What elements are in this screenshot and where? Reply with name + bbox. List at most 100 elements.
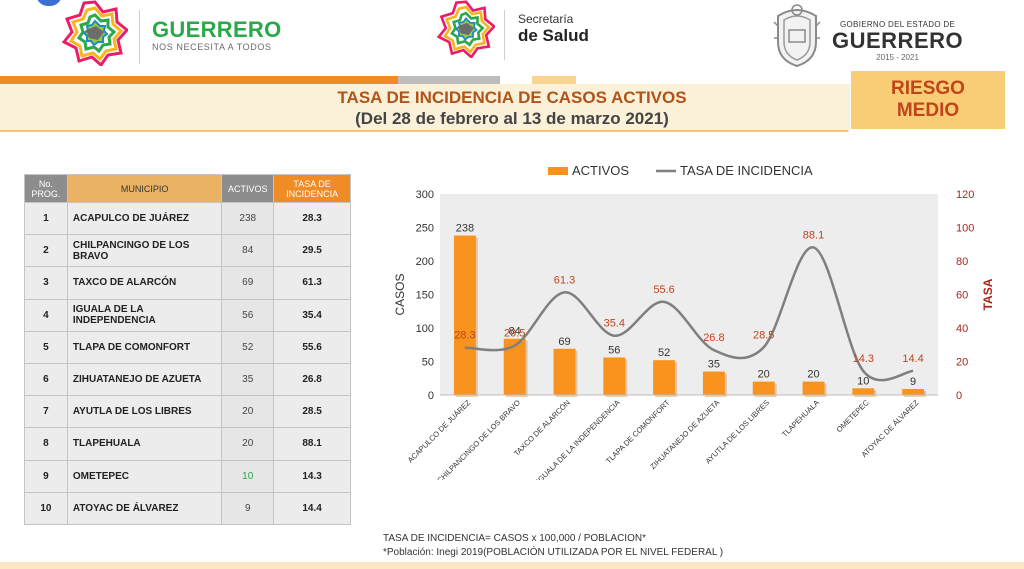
bar [603,357,626,395]
y-tick-label: 50 [422,357,434,369]
cell-activos: 35 [221,362,275,397]
cell-municipio: ATOYAC DE ÁLVAREZ [66,491,223,525]
table-row: 4 IGUALA DE LA INDEPENDENCIA 56 35.4 [24,298,351,332]
cell-tasa: 29.5 [273,234,351,268]
line-value-label: 55.6 [653,284,674,296]
legend-label-tasa: TASA DE INCIDENCIA [680,163,813,178]
cell-no: 9 [24,459,68,493]
bar-value-label: 52 [658,347,670,359]
y-tick-label: 300 [416,189,434,201]
line-value-label: 14.3 [853,353,874,365]
header-activos: ACTIVOS [221,174,275,203]
y2-tick-label: 40 [956,323,968,335]
cell-no: 8 [24,427,68,461]
bar-value-label: 20 [807,369,819,381]
cell-no: 6 [24,362,68,397]
cell-no: 10 [24,491,68,525]
risk-line2: MEDIO [896,100,960,121]
cell-activos: 69 [221,266,275,300]
stripe-light [532,76,576,84]
table-row: 8 TLAPEHUALA 20 88.1 [24,427,351,461]
table-header-row: No. PROG. MUNICIPIO ACTIVOS TASA DE INCI… [24,174,351,203]
cell-no: 2 [24,234,68,268]
cell-no: 5 [24,330,68,364]
line-value-label: 61.3 [554,274,575,286]
gobierno-line2: GUERRERO [832,28,964,53]
page-title: TASA DE INCIDENCIA DE CASOS ACTIVOS [337,88,687,107]
x-tick-label: IGUALA DE LA INDEPENDENCIA [535,398,622,480]
bar [653,360,676,395]
bar [453,235,476,395]
legend-swatch-activos [548,167,568,175]
footnote-source: *Población: Inegi 2019(POBLACIÓN UTILIZA… [383,547,724,558]
brand-title: GUERRERO [152,17,282,42]
cell-tasa: 28.5 [273,395,351,429]
table-row: 9 OMETEPEC 10 14.3 [24,459,351,493]
header: GUERRERO NOS NECESITA A TODOS Secretaría… [0,0,1024,72]
cell-municipio: TAXCO DE ALARCÓN [66,266,223,300]
line-value-label: 14.4 [902,353,923,365]
y-tick-label: 100 [416,323,434,335]
municipality-table: No. PROG. MUNICIPIO ACTIVOS TASA DE INCI… [24,174,351,525]
cell-tasa: 35.4 [273,298,351,332]
cell-municipio: CHILPANCINGO DE LOS BRAVO [66,234,223,268]
header-tasa: TASA DE INCIDENCIA [273,174,351,203]
header-no-line1: No. [38,178,53,189]
stripe-gray [398,76,500,84]
risk-badge: RIESGO MEDIO [851,71,1005,129]
header-no-prog: No. PROG. [24,174,68,203]
gobierno-block: GOBIERNO DEL ESTADO DE GUERRERO 2015 - 2… [832,20,963,62]
cell-tasa: 26.8 [273,362,351,397]
cell-activos: 56 [221,298,275,332]
bar [702,371,725,395]
table-row: 2 CHILPANCINGO DE LOS BRAVO 84 29.5 [24,234,351,268]
bar-value-label: 35 [708,359,720,371]
brand-subtitle: NOS NECESITA A TODOS [152,42,272,52]
cell-activos: 52 [221,330,275,364]
y-tick-label: 200 [416,256,434,268]
cell-activos: 20 [221,427,275,461]
cell-activos: 9 [221,491,275,525]
bottom-bar [0,562,1024,569]
secretaria-line2: de Salud [518,26,589,45]
y2-tick-label: 120 [956,189,974,201]
bar-value-label: 238 [456,223,474,235]
x-tick-label: CHILPANCINGO DE LOS BRAVO [435,398,522,480]
bar [503,338,526,395]
cell-municipio: AYUTLA DE LOS LIBRES [66,395,223,429]
header-divider [139,10,140,64]
line-value-label: 35.4 [604,318,625,330]
cell-municipio: TLAPEHUALA [66,427,223,461]
y-tick-label: 0 [428,390,434,402]
guerrero-brand: GUERRERO NOS NECESITA A TODOS [152,17,282,53]
title-underline [0,130,848,132]
cell-municipio: TLAPA DE COMONFORT [66,330,223,364]
x-tick-label: OMETEPEC [835,398,872,435]
title-band [0,84,850,132]
footnote-formula: TASA DE INCIDENCIA= CASOS x 100,000 / PO… [383,533,646,544]
facebook-icon[interactable] [36,0,62,6]
y-tick-label: 150 [416,290,434,302]
table-row: 7 AYUTLA DE LOS LIBRES 20 28.5 [24,395,351,429]
bar [802,381,825,395]
bar-value-label: 56 [608,344,620,356]
y2-tick-label: 80 [956,256,968,268]
bar-value-label: 9 [910,376,916,388]
cell-municipio: IGUALA DE LA INDEPENDENCIA [66,298,223,332]
legend-label-activos: ACTIVOS [572,163,629,178]
cell-tasa: 14.3 [273,459,351,493]
cell-no: 1 [24,201,68,236]
table-row: 3 TAXCO DE ALARCÓN 69 61.3 [24,266,351,300]
line-value-label: 26.8 [703,332,724,344]
page-subtitle: (Del 28 de febrero al 13 de marzo 2021) [355,109,669,128]
bar-value-label: 84 [509,326,521,338]
y2-tick-label: 20 [956,357,968,369]
header-no-line2: PROG. [31,188,61,199]
cell-tasa: 55.6 [273,330,351,364]
bar-value-label: 69 [558,336,570,348]
gobierno-line1: GOBIERNO DEL ESTADO DE [840,20,956,29]
line-value-label: 29.5 [504,328,525,340]
risk-line1: RIESGO [891,78,965,99]
cell-no: 7 [24,395,68,429]
cell-activos: 84 [221,234,275,268]
